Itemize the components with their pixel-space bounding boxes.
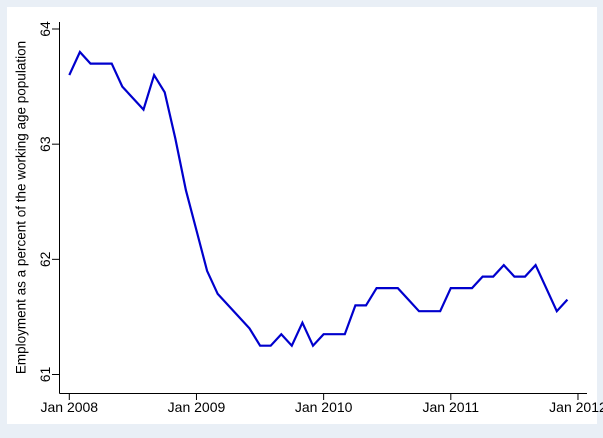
y-tick-label: 62	[37, 251, 53, 267]
x-tick-label: Jan 2012	[549, 399, 603, 415]
y-tick-label: 63	[37, 136, 53, 152]
x-tick-label: Jan 2008	[40, 399, 98, 415]
plot-card	[7, 7, 597, 424]
x-tick-label: Jan 2010	[295, 399, 353, 415]
data-line	[68, 50, 569, 348]
x-tick-label: Jan 2011	[423, 399, 480, 415]
y-tick-label: 61	[37, 367, 53, 383]
x-tick-label: Jan 2009	[168, 399, 226, 415]
y-tick-label: 64	[37, 21, 53, 37]
